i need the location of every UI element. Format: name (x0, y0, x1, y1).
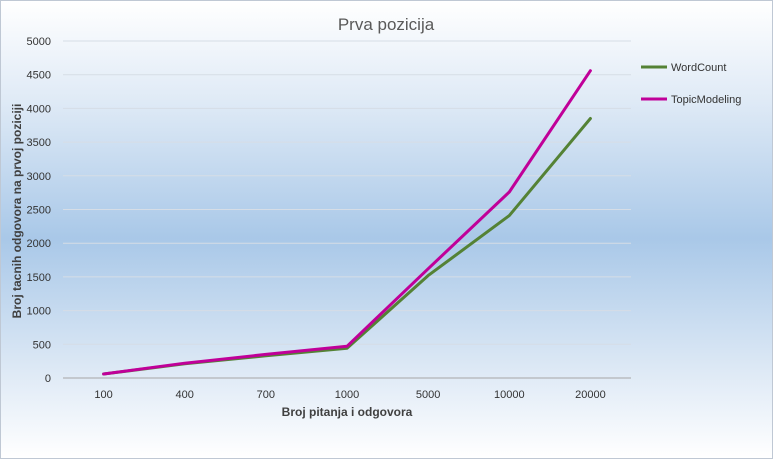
y-tick-label: 500 (33, 339, 51, 351)
y-axis-label: Broj tacnih odgovora na prvoj poziciji (10, 104, 24, 319)
x-tick-label: 400 (176, 389, 194, 401)
x-axis-label: Broj pitanja i odgovora (282, 405, 413, 419)
x-tick-label: 10000 (494, 389, 525, 401)
y-tick-label: 3000 (27, 171, 51, 183)
y-tick-label: 5000 (27, 36, 51, 48)
y-tick-label: 4000 (27, 103, 51, 115)
chart-title: Prva pozicija (338, 15, 435, 34)
y-tick-label: 1000 (27, 306, 51, 318)
series-line-wordcount (102, 117, 592, 376)
x-tick-label: 5000 (416, 389, 440, 401)
x-tick-label: 20000 (575, 389, 606, 401)
legend-label: TopicModeling (671, 94, 741, 106)
x-tick-label: 1000 (335, 389, 359, 401)
y-axis-ticks: 0 500 1000 1500 2000 2500 3000 3500 4000 4500 5000 (27, 36, 51, 385)
x-axis-ticks: 100 400 700 1000 5000 10000 20000 (94, 389, 605, 401)
y-tick-label: 2500 (27, 205, 51, 217)
y-tick-label: 4500 (27, 70, 51, 82)
x-tick-label: 100 (94, 389, 112, 401)
series-line-topicmodeling (102, 69, 592, 376)
gridlines (63, 40, 631, 379)
y-tick-label: 3500 (27, 137, 51, 149)
series-lines (102, 69, 592, 376)
legend-label: WordCount (671, 62, 726, 74)
y-tick-label: 2000 (27, 238, 51, 250)
legend: WordCount TopicModeling (641, 62, 741, 106)
y-tick-label: 0 (45, 373, 51, 385)
x-tick-label: 700 (257, 389, 275, 401)
y-tick-label: 1500 (27, 272, 51, 284)
